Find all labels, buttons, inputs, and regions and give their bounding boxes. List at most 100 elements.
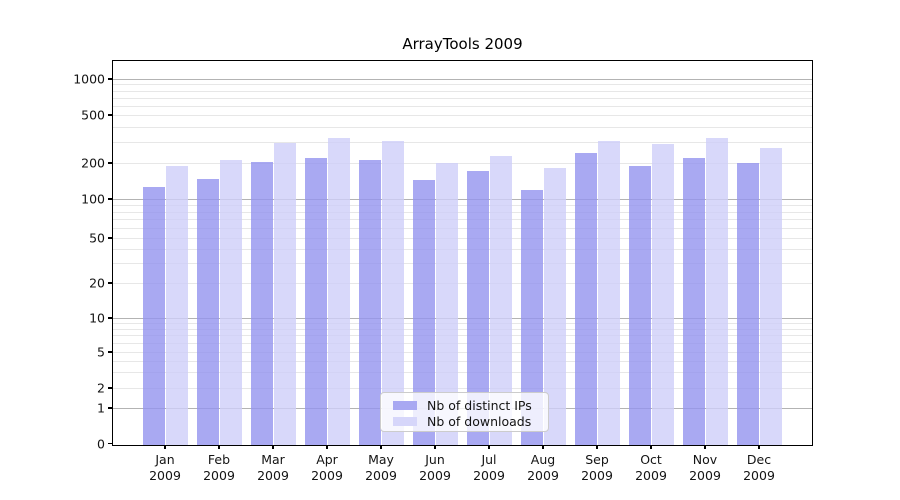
bar-distinct-ips-feb bbox=[196, 178, 219, 445]
x-label-month: Oct bbox=[640, 452, 662, 467]
y-tick-label-1: 1 bbox=[97, 400, 105, 416]
y-tick-100 bbox=[108, 198, 113, 200]
gridline-minor-50 bbox=[113, 238, 812, 239]
bar-downloads-jun bbox=[435, 163, 458, 445]
bar-downloads-jul bbox=[489, 156, 512, 445]
gridline-minor-300 bbox=[113, 141, 812, 143]
x-label-year: 2009 bbox=[635, 468, 667, 484]
bar-downloads-oct bbox=[651, 143, 674, 445]
x-label-month: May bbox=[368, 452, 394, 467]
x-tick-label-sep: Sep 2009 bbox=[581, 452, 613, 485]
gridline-major-10 bbox=[113, 318, 812, 319]
x-label-year: 2009 bbox=[527, 468, 559, 484]
x-tick-feb bbox=[218, 445, 220, 449]
bar-downloads-may bbox=[381, 140, 404, 445]
gridline-minor-700 bbox=[113, 97, 812, 99]
gridline-minor-500 bbox=[113, 115, 812, 116]
x-label-month: Jun bbox=[425, 452, 445, 467]
gridline-minor-5 bbox=[113, 352, 812, 353]
bar-downloads-jan bbox=[165, 166, 188, 445]
y-tick-label-0: 0 bbox=[97, 436, 105, 451]
bar-distinct-ips-jun bbox=[412, 180, 435, 445]
bar-distinct-ips-mar bbox=[250, 161, 273, 445]
y-tick-0 bbox=[108, 442, 113, 445]
x-label-year: 2009 bbox=[743, 468, 775, 484]
gridline-minor-7 bbox=[113, 335, 812, 337]
x-label-month: Feb bbox=[207, 452, 231, 467]
y-tick-label-2: 2 bbox=[97, 380, 105, 396]
gridline-minor-6 bbox=[113, 343, 812, 345]
gridline-minor-4 bbox=[113, 360, 812, 362]
y-tick-1000 bbox=[108, 78, 113, 80]
y-tick-label-100: 100 bbox=[81, 191, 105, 207]
bar-downloads-mar bbox=[273, 142, 296, 445]
bar-downloads-apr bbox=[327, 137, 350, 445]
bar-distinct-ips-jul bbox=[466, 171, 489, 445]
x-tick-label-apr: Apr 2009 bbox=[311, 452, 343, 485]
x-tick-label-dec: Dec 2009 bbox=[743, 452, 775, 485]
bar-downloads-nov bbox=[705, 138, 728, 445]
gridline-major-1000 bbox=[113, 79, 812, 80]
legend: Nb of distinct IPs Nb of downloads bbox=[380, 392, 549, 432]
legend-swatch-distinct-ips bbox=[393, 401, 417, 410]
bar-distinct-ips-sep bbox=[574, 152, 597, 445]
x-tick-oct bbox=[650, 445, 652, 449]
legend-item-distinct-ips: Nb of distinct IPs bbox=[393, 398, 548, 413]
bar-downloads-dec bbox=[759, 148, 782, 445]
plot-area bbox=[112, 60, 813, 446]
x-label-year: 2009 bbox=[311, 468, 343, 484]
y-tick-label-10: 10 bbox=[89, 310, 105, 326]
x-tick-may bbox=[380, 445, 382, 449]
gridline-minor-90 bbox=[113, 204, 812, 206]
gridline-major-100 bbox=[113, 199, 812, 200]
x-label-year: 2009 bbox=[473, 468, 505, 484]
gridline-minor-30 bbox=[113, 263, 812, 265]
x-tick-jul bbox=[488, 445, 490, 449]
gridline-minor-40 bbox=[113, 248, 812, 250]
x-tick-label-jun: Jun 2009 bbox=[419, 452, 451, 485]
bar-distinct-ips-may bbox=[358, 159, 381, 445]
y-tick-500 bbox=[108, 114, 113, 116]
x-tick-label-may: May 2009 bbox=[365, 452, 397, 485]
x-label-month: Nov bbox=[692, 452, 718, 467]
gridline-minor-800 bbox=[113, 90, 812, 92]
x-tick-label-aug: Aug 2009 bbox=[527, 452, 559, 485]
bar-distinct-ips-apr bbox=[304, 157, 327, 445]
x-tick-dec bbox=[758, 445, 760, 449]
x-tick-label-nov: Nov 2009 bbox=[689, 452, 721, 485]
x-tick-apr bbox=[326, 445, 328, 449]
x-tick-label-oct: Oct 2009 bbox=[635, 452, 667, 485]
bar-distinct-ips-jan bbox=[142, 186, 165, 445]
y-tick-50 bbox=[108, 237, 113, 239]
y-tick-200 bbox=[108, 162, 113, 164]
bar-distinct-ips-aug bbox=[520, 189, 543, 445]
x-tick-jan bbox=[164, 445, 166, 449]
x-label-year: 2009 bbox=[149, 468, 181, 484]
legend-label-distinct-ips: Nb of distinct IPs bbox=[427, 398, 532, 413]
x-label-month: Dec bbox=[746, 452, 772, 467]
x-label-year: 2009 bbox=[689, 468, 721, 484]
x-tick-label-jan: Jan 2009 bbox=[149, 452, 181, 485]
gridline-minor-20 bbox=[113, 283, 812, 284]
gridline-minor-80 bbox=[113, 211, 812, 213]
bar-downloads-sep bbox=[597, 140, 620, 445]
gridline-minor-70 bbox=[113, 219, 812, 221]
y-tick-label-50: 50 bbox=[89, 230, 105, 246]
bar-distinct-ips-oct bbox=[628, 166, 651, 445]
gridline-minor-400 bbox=[113, 126, 812, 128]
x-label-year: 2009 bbox=[365, 468, 397, 484]
gridline-minor-900 bbox=[113, 84, 812, 86]
x-label-month: Jul bbox=[481, 452, 497, 467]
y-tick-label-500: 500 bbox=[81, 107, 105, 123]
gridline-minor-600 bbox=[113, 105, 812, 107]
gridline-minor-2 bbox=[113, 388, 812, 389]
y-tick-label-200: 200 bbox=[81, 155, 105, 171]
legend-label-downloads: Nb of downloads bbox=[427, 414, 532, 429]
gridline-minor-200 bbox=[113, 163, 812, 164]
y-tick-label-5: 5 bbox=[97, 344, 105, 360]
x-label-month: Mar bbox=[261, 452, 285, 467]
x-tick-sep bbox=[596, 445, 598, 449]
chart-title: ArrayTools 2009 bbox=[402, 35, 523, 53]
x-label-year: 2009 bbox=[203, 468, 235, 484]
x-tick-aug bbox=[542, 445, 544, 449]
